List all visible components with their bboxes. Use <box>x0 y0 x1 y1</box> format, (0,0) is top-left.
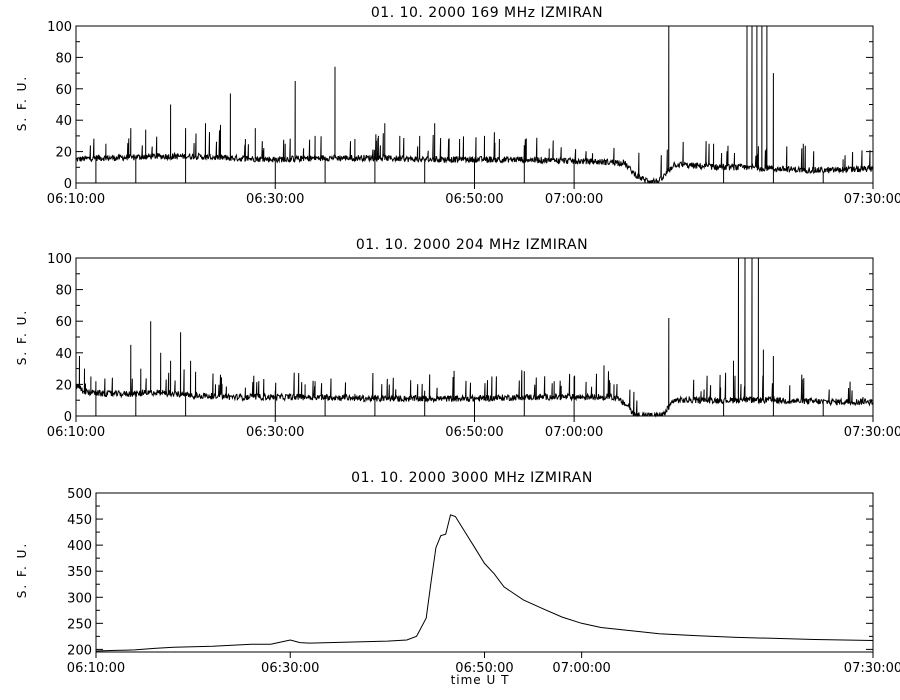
x-ticks-204mhz: 06:10:00 06:30:00 06:50:00 07:00:00 07:30:00 <box>47 416 900 440</box>
y-tick-label: 450 <box>67 513 92 528</box>
x-tick-label: 07:30:00 <box>844 192 900 207</box>
x-tick-label: 07:00:00 <box>552 661 610 676</box>
x-tick-label: 07:00:00 <box>545 192 603 207</box>
y-tick-label: 350 <box>67 565 92 580</box>
panel-204mhz: 01. 10. 2000 204 MHz IZMIRAN S. F. U. 0 2… <box>15 237 900 440</box>
series-line-169mhz <box>75 25 874 185</box>
y-tick-label: 20 <box>55 378 72 393</box>
x-tick-label: 06:50:00 <box>445 192 503 207</box>
series-line-204mhz <box>75 257 874 418</box>
y-tick-label: 100 <box>47 252 72 267</box>
x-tick-label: 06:30:00 <box>246 192 304 207</box>
y-ticks-169mhz: 0 20 40 60 80 100 <box>47 20 873 192</box>
y-tick-label: 200 <box>67 643 92 658</box>
y-tick-label: 0 <box>64 410 72 425</box>
y-axis-label-169mhz: S. F. U. <box>15 75 29 131</box>
x-tick-label: 06:30:00 <box>261 661 319 676</box>
y-axis-label-3000mhz: S. F. U. <box>15 542 29 598</box>
x-tick-label: 06:50:00 <box>455 661 513 676</box>
x-axis-label-3000mhz: time U T <box>451 673 510 687</box>
y-tick-label: 60 <box>55 315 72 330</box>
y-ticks-204mhz: 0 20 40 60 80 100 <box>47 252 873 425</box>
x-tick-label: 07:30:00 <box>844 661 900 676</box>
chart-title-169mhz: 01. 10. 2000 169 MHz IZMIRAN <box>371 5 603 21</box>
y-tick-label: 80 <box>55 284 72 299</box>
x-tick-label: 06:10:00 <box>47 425 105 440</box>
x-tick-label: 06:10:00 <box>67 661 125 676</box>
y-tick-label: 40 <box>55 114 72 129</box>
y-tick-label: 100 <box>47 20 72 35</box>
y-tick-label: 40 <box>55 347 72 362</box>
series-line-3000mhz <box>95 514 874 652</box>
y-tick-label: 400 <box>67 539 92 554</box>
chart-title-204mhz: 01. 10. 2000 204 MHz IZMIRAN <box>356 237 588 253</box>
y-tick-label: 0 <box>64 177 72 192</box>
y-tick-label: 20 <box>55 146 72 161</box>
panel-169mhz: 01. 10. 2000 169 MHz IZMIRAN S. F. U. 0 2… <box>15 5 900 207</box>
plot-area-3000mhz <box>95 492 874 653</box>
x-tick-label: 06:50:00 <box>445 425 503 440</box>
y-tick-label: 80 <box>55 51 72 66</box>
x-tick-label: 07:00:00 <box>545 425 603 440</box>
y-tick-label: 60 <box>55 83 72 98</box>
panel-3000mhz: 01. 10. 2000 3000 MHz IZMIRAN S. F. U. 2… <box>15 470 900 687</box>
y-tick-label: 300 <box>67 591 92 606</box>
chart-title-3000mhz: 01. 10. 2000 3000 MHz IZMIRAN <box>351 470 593 486</box>
y-ticks-3000mhz: 200 250 300 350 400 450 500 <box>67 487 873 658</box>
x-ticks-3000mhz: 06:10:00 06:30:00 06:50:00 07:00:00 07:30:00 <box>67 652 900 676</box>
x-ticks-169mhz: 06:10:00 06:30:00 06:50:00 07:00:00 07:30:00 <box>47 183 900 207</box>
y-tick-label: 500 <box>67 487 92 502</box>
x-tick-label: 06:10:00 <box>47 192 105 207</box>
y-axis-label-204mhz: S. F. U. <box>15 309 29 365</box>
x-tick-label: 07:30:00 <box>844 425 900 440</box>
x-tick-label: 06:30:00 <box>246 425 304 440</box>
y-tick-label: 250 <box>67 617 92 632</box>
